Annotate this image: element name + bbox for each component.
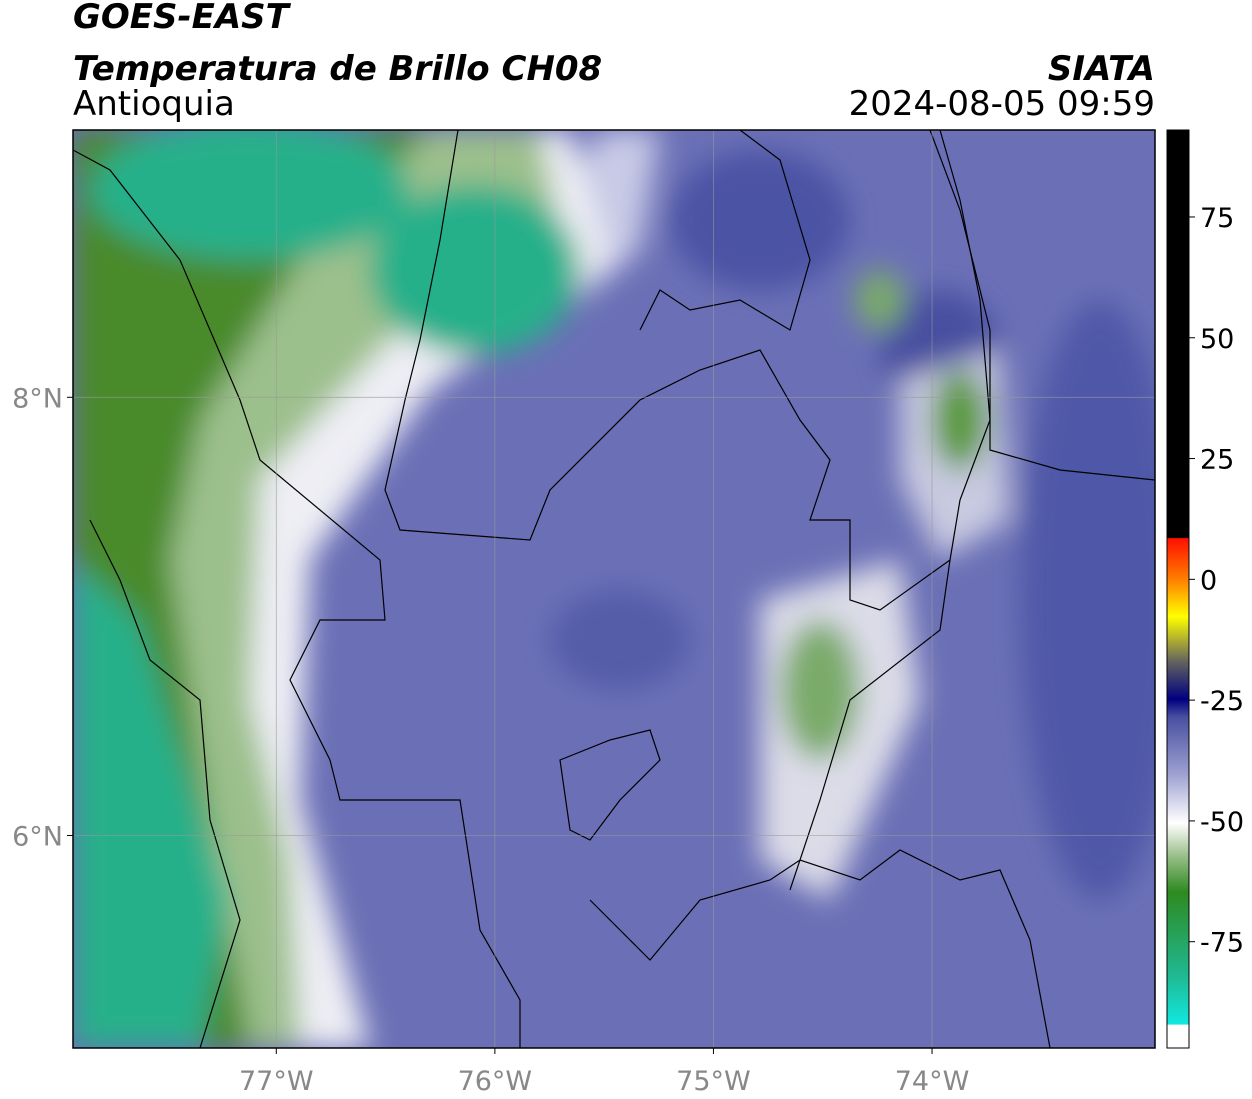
y-tick-label: 6°N — [12, 821, 63, 852]
x-tick-label: 76°W — [458, 1066, 533, 1097]
colorbar-label: -75 — [1200, 928, 1244, 959]
subtitle: Temperatura de Brillo CH08 — [73, 49, 602, 89]
map-imagery — [73, 130, 1155, 1048]
colorbar-label: -25 — [1200, 686, 1244, 717]
datetime: 2024-08-05 09:59 — [849, 84, 1155, 124]
source: SIATA — [1048, 49, 1155, 89]
colorbar-label: 0 — [1200, 565, 1217, 596]
region: Antioquia — [73, 84, 235, 124]
colorbar-label: 25 — [1200, 445, 1234, 476]
colorbar — [1166, 129, 1190, 1049]
title: GOES-EAST — [73, 0, 292, 37]
y-tick-label: 8°N — [12, 383, 63, 414]
colorbar-label: -50 — [1200, 807, 1244, 838]
colorbar-label: 75 — [1200, 203, 1234, 234]
x-tick-label: 77°W — [239, 1066, 314, 1097]
x-tick-label: 75°W — [676, 1066, 751, 1097]
colorbar-label: 50 — [1200, 324, 1234, 355]
x-tick-label: 74°W — [895, 1066, 970, 1097]
map-frame — [72, 129, 1156, 1049]
